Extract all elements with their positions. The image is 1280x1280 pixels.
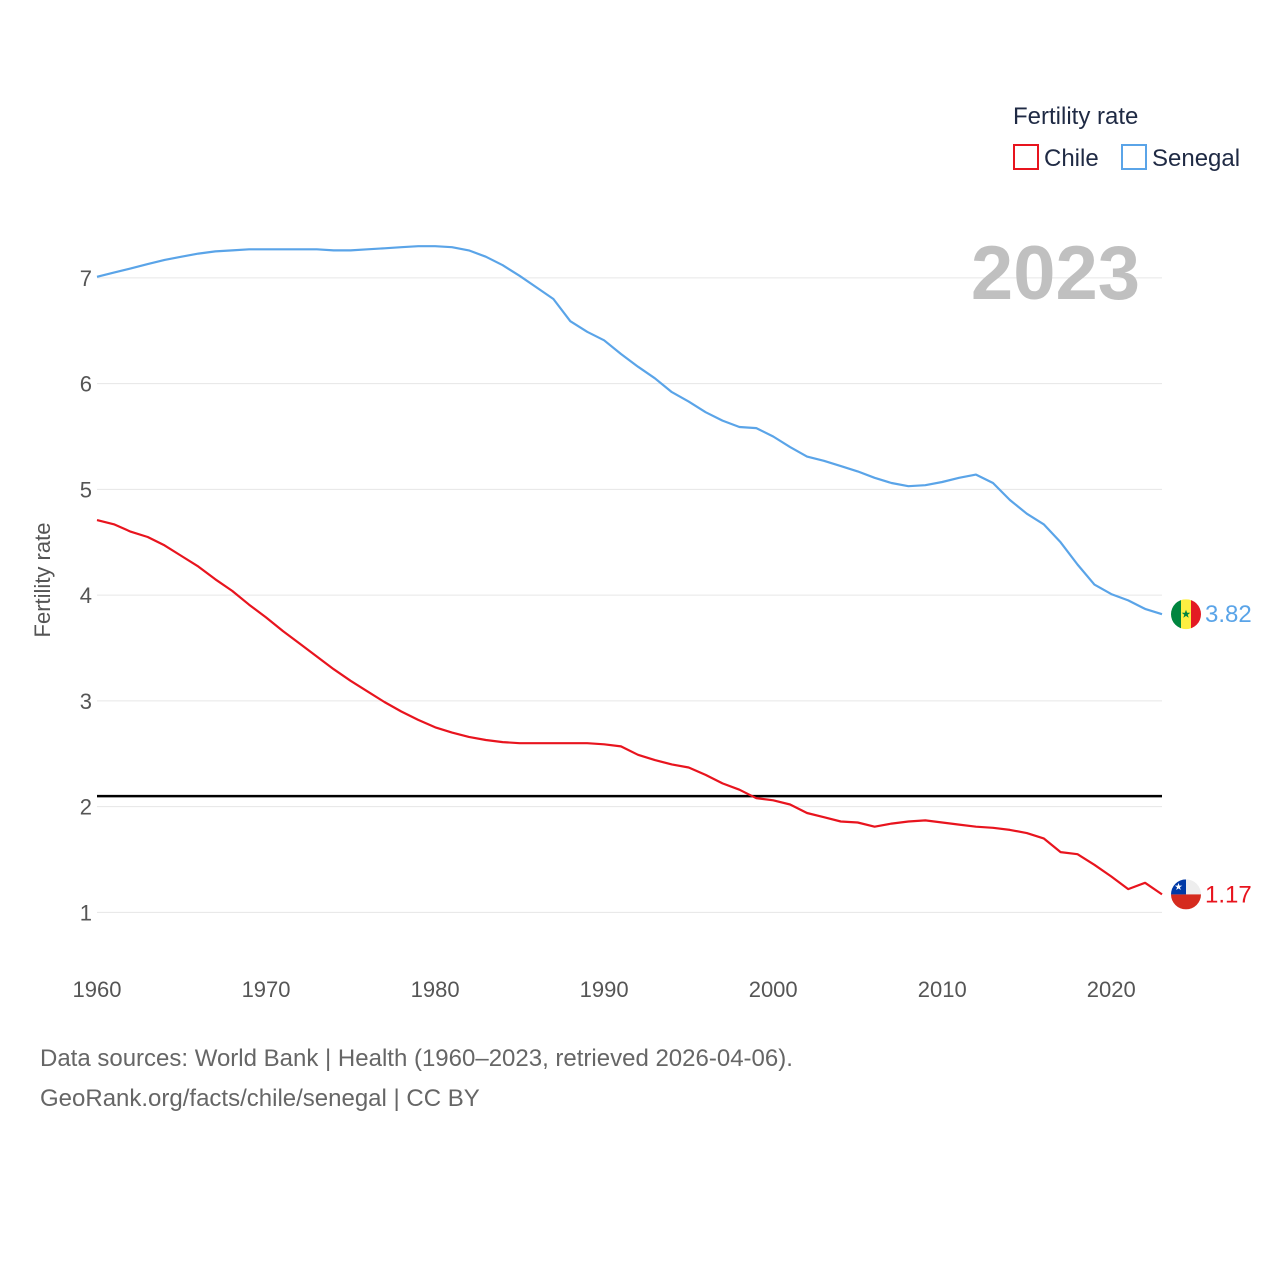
legend-label-chile: Chile [1044,145,1099,172]
chile-end-value: 1.17 [1205,881,1252,908]
legend-title: Fertility rate [1013,103,1138,130]
x-tick-label: 2010 [918,977,967,1002]
legend-swatch-chile [1013,144,1039,170]
y-tick-label: 3 [80,689,92,714]
current-year-label: 2023 [971,231,1140,316]
y-tick-label: 5 [80,477,92,502]
y-tick-label: 4 [80,583,92,608]
gridlines [97,277,1162,913]
y-tick-label: 7 [80,266,92,291]
x-axis-ticks: 1960 1970 1980 1990 2000 2010 2020 [73,977,1136,1002]
y-tick-label: 6 [80,372,92,397]
x-tick-label: 2000 [749,977,798,1002]
legend: Fertility rate Chile Senegal [1013,103,1240,172]
x-tick-label: 1960 [73,977,122,1002]
legend-label-senegal: Senegal [1152,145,1240,172]
senegal-flag-icon [1171,599,1201,630]
legend-swatch-senegal [1121,144,1147,170]
y-axis-ticks: 1 2 3 4 5 6 7 [80,266,92,926]
series-line-chile [96,519,1163,896]
legend-item-senegal[interactable]: Senegal [1121,144,1240,172]
senegal-end-value: 3.82 [1205,601,1252,628]
data-source-note: Data sources: World Bank | Health (1960–… [40,1045,793,1072]
y-axis-title: Fertility rate [30,523,55,638]
x-tick-label: 1990 [580,977,629,1002]
x-tick-label: 2020 [1087,977,1136,1002]
legend-item-chile[interactable]: Chile [1013,144,1099,172]
series-line-senegal [96,245,1163,616]
attribution-link[interactable]: GeoRank.org/facts/chile/senegal | CC BY [40,1085,480,1112]
y-tick-label: 2 [80,795,92,820]
series-lines [96,245,1163,896]
x-tick-label: 1980 [411,977,460,1002]
chile-flag-icon [1171,879,1201,910]
x-tick-label: 1970 [242,977,291,1002]
y-tick-label: 1 [80,900,92,925]
